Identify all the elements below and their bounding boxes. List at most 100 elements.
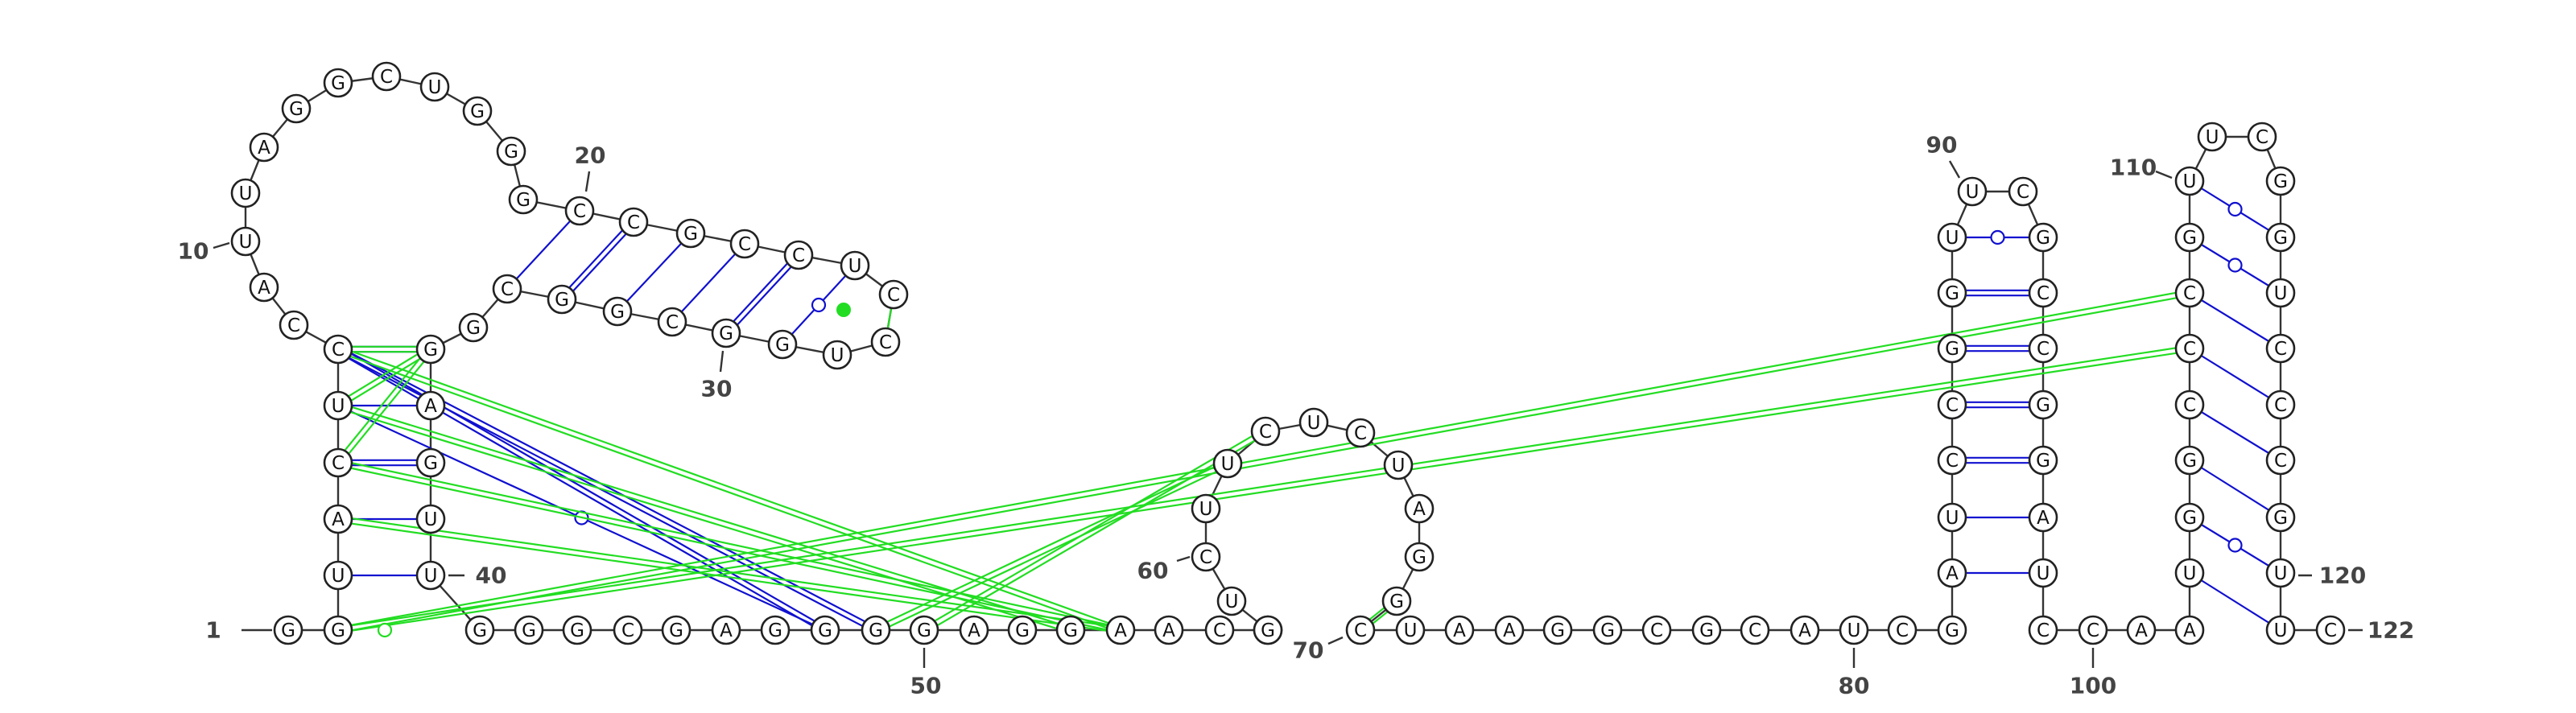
nucleotide-circle [1345, 418, 1376, 448]
nucleotide-40: U [415, 560, 446, 591]
nucleotide-circle [618, 207, 649, 237]
nucleotide-letter: G [504, 142, 518, 163]
nucleotide-29: G [767, 329, 798, 360]
nucleotide-17: G [462, 96, 493, 126]
position-label-110: 110 [2110, 155, 2157, 181]
nucleotide-14: G [323, 68, 353, 98]
nucleotide-97: A [2028, 502, 2058, 533]
nucleotide-112: C [2247, 122, 2277, 152]
nucleotide-9: A [249, 272, 279, 303]
nucleotide-letter: G [2273, 228, 2288, 249]
nucleotide-letter: A [1946, 563, 1959, 584]
tertiary-pair-marker [836, 303, 851, 317]
nucleotide-28: U [822, 340, 852, 370]
nucleotide-circle [2126, 615, 2157, 645]
nucleotide-letter: A [2183, 620, 2196, 641]
nucleotide-circle [415, 334, 446, 365]
nucleotide-118: C [2265, 445, 2296, 476]
nucleotide-circle [508, 184, 539, 215]
nucleotide-50: G [909, 615, 939, 645]
nucleotide-letter: G [466, 318, 481, 339]
nucleotide-94: C [2028, 333, 2058, 364]
nucleotide-circle [249, 272, 279, 303]
nucleotide-letter: A [258, 278, 270, 299]
nucleotide-letter: A [2135, 620, 2148, 641]
nucleotide-letter: C [2037, 339, 2050, 360]
nucleotide-46: A [711, 615, 741, 645]
nucleotide-circle [711, 318, 741, 348]
nucleotide-116: C [2265, 333, 2296, 364]
nucleotide-circle [2174, 502, 2205, 533]
nucleotide-20: C [564, 196, 595, 226]
nucleotide-letter: C [573, 201, 586, 222]
nucleotide-circle [711, 615, 741, 645]
tertiary-pair-line [339, 350, 433, 409]
nucleotide-72: A [1444, 615, 1475, 645]
nucleotide-circle [2174, 333, 2205, 364]
nucleotide-circle [458, 312, 489, 343]
nucleotide-80: U [1839, 615, 1869, 645]
position-label-50: 50 [910, 673, 942, 699]
nucleotide-circle [2028, 389, 2058, 420]
nucleotide-circle [1055, 615, 1086, 645]
nucleotide-96: G [2028, 445, 2058, 476]
nucleotide-letter: A [332, 509, 345, 530]
nucleotide-circle [767, 329, 798, 360]
wobble-pair-marker [811, 297, 827, 313]
nucleotide-letter: U [831, 345, 844, 366]
nucleotide-32: G [602, 296, 633, 327]
wobble-pair-marker [2227, 538, 2243, 553]
nucleotide-circle [1250, 416, 1281, 447]
nucleotide-85: C [1937, 445, 1967, 476]
nucleotide-circle [2174, 389, 2205, 420]
nucleotide-letter: C [1946, 451, 1959, 472]
nucleotide-47: G [760, 615, 791, 645]
nucleotide-letter: G [2273, 508, 2288, 529]
tertiary-pair-line [338, 459, 1121, 629]
nucleotide-circle [249, 132, 279, 163]
position-tick [1176, 555, 1191, 563]
nucleotide-letter: U [2183, 171, 2197, 192]
tertiary-pair-line [339, 350, 434, 465]
nucleotide-letter: G [2182, 451, 2197, 472]
nucleotide-letter: G [473, 620, 487, 641]
nucleotide-circle [661, 615, 691, 645]
nucleotide-letter: G [1600, 620, 1615, 641]
nucleotide-23: C [729, 229, 760, 259]
nucleotide-letter: A [1114, 620, 1127, 641]
nucleotide-letter: G [555, 290, 569, 311]
nucleotide-75: G [1592, 615, 1623, 645]
nucleotide-3: U [323, 560, 353, 591]
nucleotide-34: C [492, 274, 522, 304]
nucleotide-letter: U [424, 509, 438, 530]
nucleotide-16: U [419, 72, 450, 102]
nucleotide-letter: G [2273, 171, 2288, 192]
nucleotide-circle [415, 447, 446, 478]
nucleotide-letter: A [1503, 620, 1516, 641]
nucleotide-letter: U [2183, 563, 2197, 584]
nucleotide-12: A [249, 132, 279, 163]
nucleotide-letter: C [287, 315, 300, 336]
nucleotide-106: C [2174, 389, 2205, 420]
nucleotide-circle [2265, 222, 2296, 253]
nucleotide-circle [323, 560, 353, 591]
nucleotide-120: U [2265, 558, 2296, 588]
nucleotide-circle [1253, 615, 1283, 645]
nucleotide-76: C [1641, 615, 1672, 645]
nucleotide-27: C [870, 327, 901, 357]
nucleotide-circle [281, 93, 312, 124]
nucleotide-54: A [1105, 615, 1136, 645]
nucleotide-11: U [230, 178, 261, 208]
nucleotide-circle [492, 274, 522, 304]
nucleotide-circle [1937, 333, 1967, 364]
nucleotide-33: G [547, 284, 577, 315]
au-pair-line [2189, 572, 2281, 631]
nucleotide-79: A [1790, 615, 1820, 645]
position-tick [719, 350, 724, 373]
nucleotide-circle [675, 218, 706, 249]
nucleotide-53: G [1055, 615, 1086, 645]
nucleotide-52: G [1007, 615, 1038, 645]
nucleotide-111: U [2197, 122, 2227, 152]
nucleotide-circle [2265, 502, 2296, 533]
